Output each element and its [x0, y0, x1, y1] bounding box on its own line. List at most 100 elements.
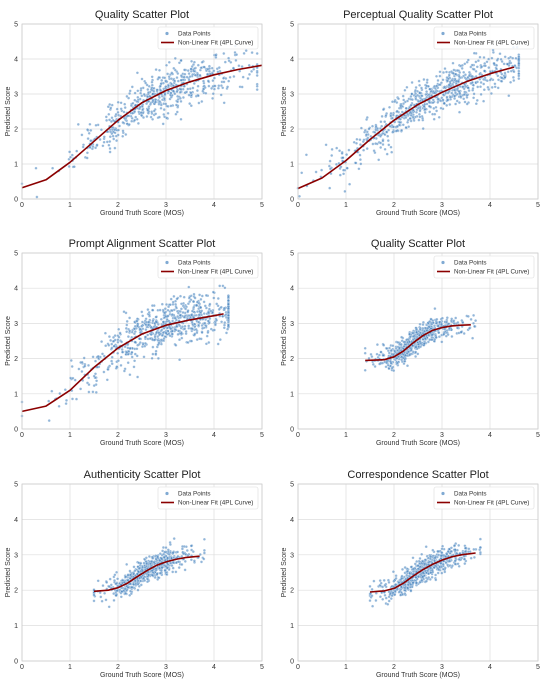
data-point: [439, 561, 443, 565]
data-point: [206, 79, 210, 83]
data-point: [472, 555, 476, 559]
data-point: [176, 560, 180, 564]
data-point: [131, 101, 135, 105]
data-point: [433, 324, 436, 328]
data-point: [490, 85, 494, 89]
data-point: [164, 546, 168, 550]
y-tick-label: 5: [14, 22, 18, 29]
data-point: [407, 125, 411, 129]
data-point: [453, 97, 457, 100]
data-point: [453, 559, 457, 563]
data-point: [495, 67, 499, 71]
data-point: [145, 115, 149, 118]
data-point: [136, 324, 140, 328]
data-point: [114, 112, 118, 116]
data-point: [507, 56, 511, 60]
data-point: [155, 88, 159, 92]
data-point: [450, 335, 454, 338]
data-point: [377, 158, 381, 162]
data-point: [452, 68, 456, 72]
data-point: [145, 562, 149, 565]
x-tick-label: 2: [116, 664, 120, 671]
data-point: [70, 365, 74, 368]
data-point: [192, 60, 196, 64]
data-point: [162, 555, 166, 559]
data-point: [69, 155, 72, 159]
data-point: [175, 324, 179, 328]
data-point: [403, 353, 407, 357]
data-point: [421, 559, 425, 563]
data-point: [132, 583, 136, 586]
data-point: [381, 597, 385, 601]
data-point: [373, 365, 377, 368]
data-point: [116, 359, 120, 363]
data-point: [387, 367, 391, 371]
data-point: [496, 86, 500, 90]
data-point: [454, 79, 458, 83]
data-point: [469, 556, 473, 560]
data-point: [392, 125, 396, 129]
plot-area: [298, 24, 538, 199]
data-point: [124, 575, 128, 579]
data-point: [408, 572, 412, 575]
data-point: [137, 566, 141, 570]
data-point: [151, 117, 155, 121]
x-axis-label: Ground Truth Score (MOS): [376, 440, 460, 447]
data-point: [137, 561, 141, 565]
y-tick-label: 1: [14, 162, 18, 169]
x-tick-label: 5: [536, 432, 540, 439]
data-point: [163, 97, 166, 101]
data-point: [405, 85, 409, 89]
data-point: [355, 141, 358, 145]
data-point: [475, 65, 479, 69]
data-point: [454, 91, 457, 95]
data-point: [167, 305, 171, 309]
data-point: [143, 341, 147, 345]
data-point: [35, 195, 39, 199]
data-point: [479, 85, 482, 89]
data-point: [94, 123, 98, 127]
data-point: [94, 390, 98, 394]
data-point: [387, 590, 391, 594]
data-point: [153, 100, 157, 104]
data-point: [171, 570, 175, 574]
data-point: [195, 89, 199, 93]
data-point: [161, 320, 165, 324]
x-tick-label: 2: [116, 432, 120, 439]
data-point: [100, 599, 104, 603]
data-point: [116, 110, 120, 114]
data-point: [447, 83, 451, 87]
data-point: [151, 352, 155, 356]
data-point: [159, 342, 163, 346]
data-point: [122, 310, 126, 314]
data-point: [446, 98, 450, 102]
data-point: [411, 567, 415, 571]
data-point: [216, 70, 220, 74]
data-point: [182, 315, 186, 319]
legend-marker-points: [165, 31, 169, 36]
data-point: [152, 86, 156, 90]
data-point: [198, 337, 202, 341]
data-point: [159, 106, 163, 110]
data-point: [109, 338, 113, 342]
data-point: [173, 92, 177, 96]
data-point: [146, 91, 150, 94]
data-point: [365, 147, 369, 151]
data-point: [411, 556, 415, 560]
data-point: [428, 110, 432, 114]
y-tick-label: 1: [14, 623, 18, 630]
data-point: [146, 573, 150, 577]
data-point: [390, 116, 394, 120]
y-tick-label: 2: [14, 127, 18, 134]
data-point: [86, 128, 89, 132]
data-point: [183, 68, 186, 72]
data-point: [58, 392, 62, 395]
data-point: [107, 112, 111, 116]
data-point: [408, 332, 411, 336]
data-point: [217, 84, 221, 88]
data-point: [250, 51, 254, 55]
data-point: [195, 303, 199, 307]
data-point: [197, 320, 201, 324]
data-point: [389, 348, 393, 352]
data-point: [91, 145, 95, 149]
